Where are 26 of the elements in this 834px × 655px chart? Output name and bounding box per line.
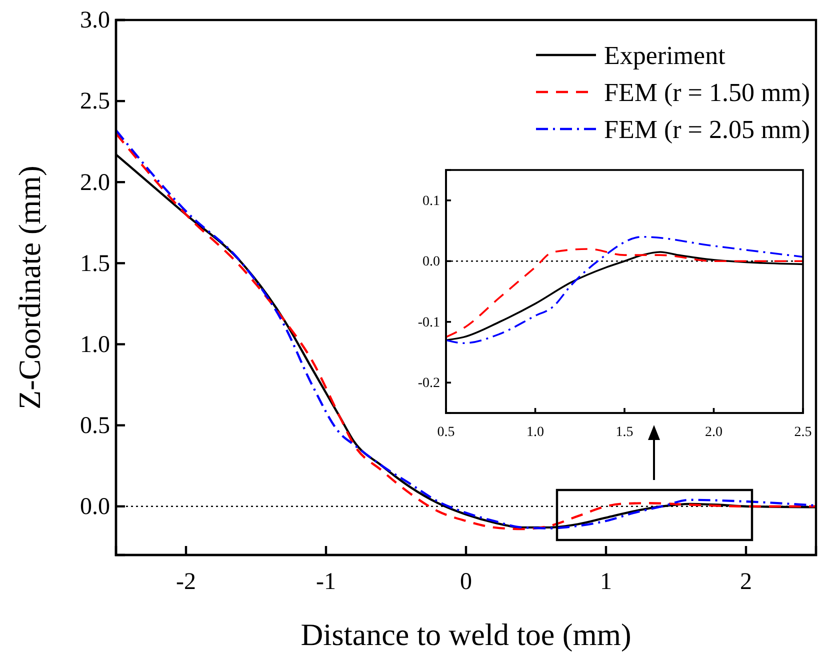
- x-tick-label: 2.0: [705, 424, 722, 440]
- x-tick-label: 2: [740, 569, 752, 596]
- x-tick-label: -2: [176, 569, 196, 596]
- y-tick-label: 3.0: [80, 8, 110, 34]
- x-tick-label: 1.0: [526, 424, 544, 440]
- y-tick-label: -0.2: [418, 376, 440, 392]
- y-tick-label: -0.1: [418, 315, 440, 330]
- legend-label: Experiment: [604, 41, 726, 70]
- x-tick-label: 0.5: [437, 424, 455, 440]
- x-tick-label: 2.5: [794, 424, 812, 440]
- y-tick-label: 1.5: [80, 250, 110, 277]
- y-tick-label: 0.0: [80, 494, 110, 520]
- x-tick-label: 1: [600, 569, 612, 596]
- y-tick-label: 2.5: [80, 88, 110, 115]
- legend-label: FEM (r = 1.50 mm): [604, 78, 810, 107]
- y-tick-label: 2.0: [80, 170, 110, 196]
- y-tick-label: 0.1: [422, 194, 440, 209]
- y-tick-label: 1.0: [80, 332, 110, 358]
- legend-label: FEM (r = 2.05 mm): [604, 115, 810, 144]
- x-tick-label: 0: [460, 569, 472, 596]
- y-axis-title: Z-Coordinate (mm): [12, 166, 47, 410]
- line-series: [446, 236, 803, 344]
- x-axis-title: Distance to weld toe (mm): [300, 617, 632, 652]
- x-tick-label: -1: [316, 569, 336, 596]
- x-tick-label: 1.5: [616, 424, 634, 440]
- y-tick-label: 0.0: [422, 254, 440, 270]
